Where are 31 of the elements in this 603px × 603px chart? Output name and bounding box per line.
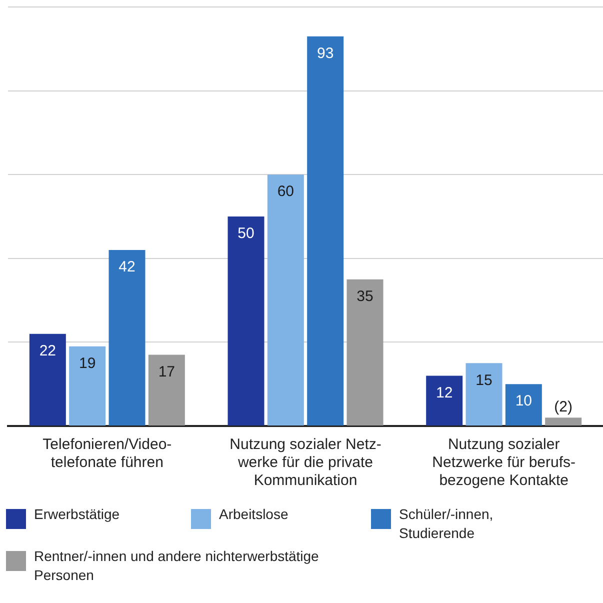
- bar: [545, 418, 582, 426]
- data-label: 17: [158, 363, 176, 380]
- data-label: 19: [78, 355, 96, 372]
- legend-label: Arbeitslose: [219, 505, 288, 524]
- bar: [69, 346, 106, 426]
- bar: [346, 279, 384, 426]
- data-label: (2): [554, 398, 573, 416]
- bar: [108, 250, 146, 426]
- legend-label: Erwerbstätige: [34, 505, 120, 524]
- bar: [228, 216, 264, 426]
- data-label: 35: [356, 288, 374, 305]
- data-label: 50: [238, 225, 254, 242]
- bar: [267, 174, 304, 426]
- legend-label: Schüler/-innen, Studierende: [399, 505, 494, 543]
- bar: [505, 384, 542, 426]
- data-label: 15: [476, 372, 492, 389]
- data-label: 10: [515, 392, 532, 410]
- data-label: 60: [277, 183, 294, 200]
- x-tick-label: Nutzung sozialer Netzwerke für berufs-bezogene Kontakte: [432, 436, 576, 490]
- data-label: 12: [436, 384, 453, 402]
- data-label: 22: [39, 342, 56, 360]
- bar: [307, 36, 344, 426]
- bar: [426, 376, 463, 426]
- bar: [148, 354, 185, 426]
- data-label: 93: [316, 44, 334, 62]
- x-tick-label: Nutzung sozialer Netz-werke für die private Kommunikation: [230, 436, 382, 490]
- x-tick-label: Telefonieren/Video-telefonate führen: [42, 436, 172, 472]
- bar: [29, 334, 66, 426]
- data-label: 42: [118, 258, 136, 276]
- bar: [466, 363, 502, 426]
- legend-label: Rentner/-innen und andere nichterwerbstätige Personen: [34, 547, 320, 585]
